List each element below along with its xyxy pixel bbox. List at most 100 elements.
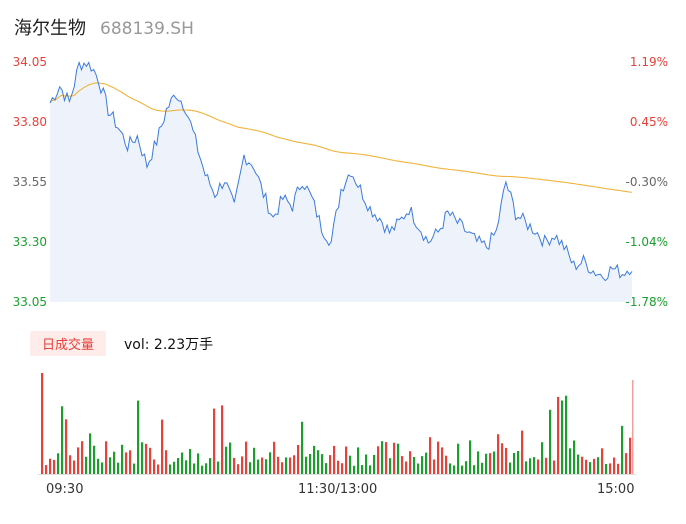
volume-bar bbox=[577, 454, 580, 474]
volume-bar bbox=[513, 453, 516, 474]
volume-bar bbox=[313, 445, 316, 474]
volume-bar bbox=[225, 446, 228, 474]
volume-bar bbox=[393, 442, 396, 474]
volume-bar bbox=[469, 440, 472, 474]
volume-bar bbox=[421, 456, 424, 474]
volume-bar bbox=[129, 450, 132, 474]
volume-bar bbox=[185, 460, 188, 474]
volume-bar bbox=[113, 451, 116, 474]
volume-bar bbox=[317, 450, 320, 474]
price-line bbox=[49, 60, 633, 282]
volume-bar bbox=[189, 449, 192, 474]
volume-bar bbox=[445, 455, 448, 474]
volume-bar bbox=[309, 454, 312, 474]
volume-bar bbox=[85, 456, 88, 474]
volume-bar bbox=[533, 457, 536, 474]
volume-legend: 日成交量 vol: 2.23万手 bbox=[30, 331, 213, 356]
volume-bar bbox=[321, 454, 324, 474]
volume-bar bbox=[545, 457, 548, 474]
volume-bar bbox=[345, 446, 348, 474]
volume-bar bbox=[401, 456, 404, 474]
volume-bar bbox=[625, 453, 628, 474]
average-price-line bbox=[49, 82, 633, 193]
volume-bar bbox=[549, 409, 552, 474]
volume-bar bbox=[441, 447, 444, 474]
volume-bar bbox=[561, 400, 564, 474]
volume-bar bbox=[389, 458, 392, 474]
volume-bar bbox=[325, 463, 328, 474]
volume-bar bbox=[609, 463, 612, 474]
volume-bar bbox=[301, 421, 304, 474]
y-tick-left: 33.30 bbox=[13, 235, 47, 249]
volume-bar bbox=[461, 465, 464, 474]
volume-bar bbox=[261, 457, 264, 474]
volume-bar bbox=[65, 419, 68, 474]
volume-bar bbox=[77, 447, 80, 474]
volume-bar bbox=[385, 442, 388, 474]
volume-bar bbox=[257, 459, 260, 474]
volume-bar bbox=[173, 461, 176, 474]
x-tick-open: 09:30 bbox=[46, 482, 84, 497]
volume-bar bbox=[465, 461, 468, 474]
volume-bar bbox=[405, 461, 408, 474]
y-tick-right: -0.30% bbox=[626, 175, 668, 189]
y-tick-left: 33.55 bbox=[13, 175, 47, 189]
volume-bar bbox=[249, 462, 252, 474]
volume-bar bbox=[73, 460, 76, 474]
volume-bar bbox=[61, 406, 64, 474]
volume-bar bbox=[521, 430, 524, 474]
volume-bar bbox=[217, 461, 220, 474]
volume-bar bbox=[109, 457, 112, 474]
y-tick-left: 33.05 bbox=[13, 295, 47, 309]
volume-bar bbox=[169, 464, 172, 474]
volume-bar bbox=[281, 462, 284, 474]
volume-bar bbox=[265, 459, 268, 474]
volume-bar bbox=[509, 462, 512, 474]
volume-bar bbox=[613, 457, 616, 474]
stock-name: 海尔生物 bbox=[14, 18, 86, 39]
volume-bar bbox=[377, 446, 380, 474]
volume-bar bbox=[221, 405, 224, 474]
volume-bar bbox=[485, 453, 488, 474]
y-tick-right: 0.45% bbox=[630, 115, 668, 129]
volume-bar bbox=[149, 447, 152, 474]
volume-bar bbox=[589, 462, 592, 474]
y-tick-right: -1.04% bbox=[626, 235, 668, 249]
volume-bar bbox=[369, 465, 372, 474]
volume-bar bbox=[429, 437, 432, 474]
volume-bar bbox=[201, 465, 204, 474]
volume-bar bbox=[437, 441, 440, 474]
volume-summary: vol: 2.23万手 bbox=[124, 336, 214, 353]
volume-bar bbox=[409, 451, 412, 474]
volume-bar bbox=[553, 460, 556, 474]
volume-bar bbox=[381, 441, 384, 474]
volume-bar bbox=[93, 445, 96, 474]
volume-bar bbox=[493, 451, 496, 474]
volume-bar bbox=[565, 395, 568, 474]
volume-bar bbox=[205, 463, 208, 474]
volume-bar bbox=[57, 453, 60, 474]
volume-bar bbox=[41, 373, 44, 474]
volume-bar bbox=[361, 465, 364, 474]
volume-bar bbox=[481, 462, 484, 474]
volume-bar bbox=[289, 457, 292, 474]
volume-tab[interactable]: 日成交量 bbox=[30, 331, 107, 356]
volume-bar bbox=[505, 447, 508, 474]
y-tick-left: 34.05 bbox=[13, 55, 47, 69]
volume-bar bbox=[497, 434, 500, 474]
volume-bar bbox=[349, 455, 352, 474]
volume-bar bbox=[229, 442, 232, 474]
volume-bar bbox=[573, 440, 576, 474]
volume-bar bbox=[305, 456, 308, 474]
stock-code: 688139.SH bbox=[100, 19, 194, 39]
volume-bar bbox=[181, 452, 184, 474]
volume-bar bbox=[145, 443, 148, 474]
volume-bar bbox=[333, 445, 336, 474]
volume-bar bbox=[237, 464, 240, 474]
volume-bar bbox=[253, 447, 256, 474]
volume-bar bbox=[449, 463, 452, 474]
volume-bar bbox=[209, 458, 212, 474]
volume-bar bbox=[453, 465, 456, 474]
volume-bar bbox=[489, 453, 492, 474]
